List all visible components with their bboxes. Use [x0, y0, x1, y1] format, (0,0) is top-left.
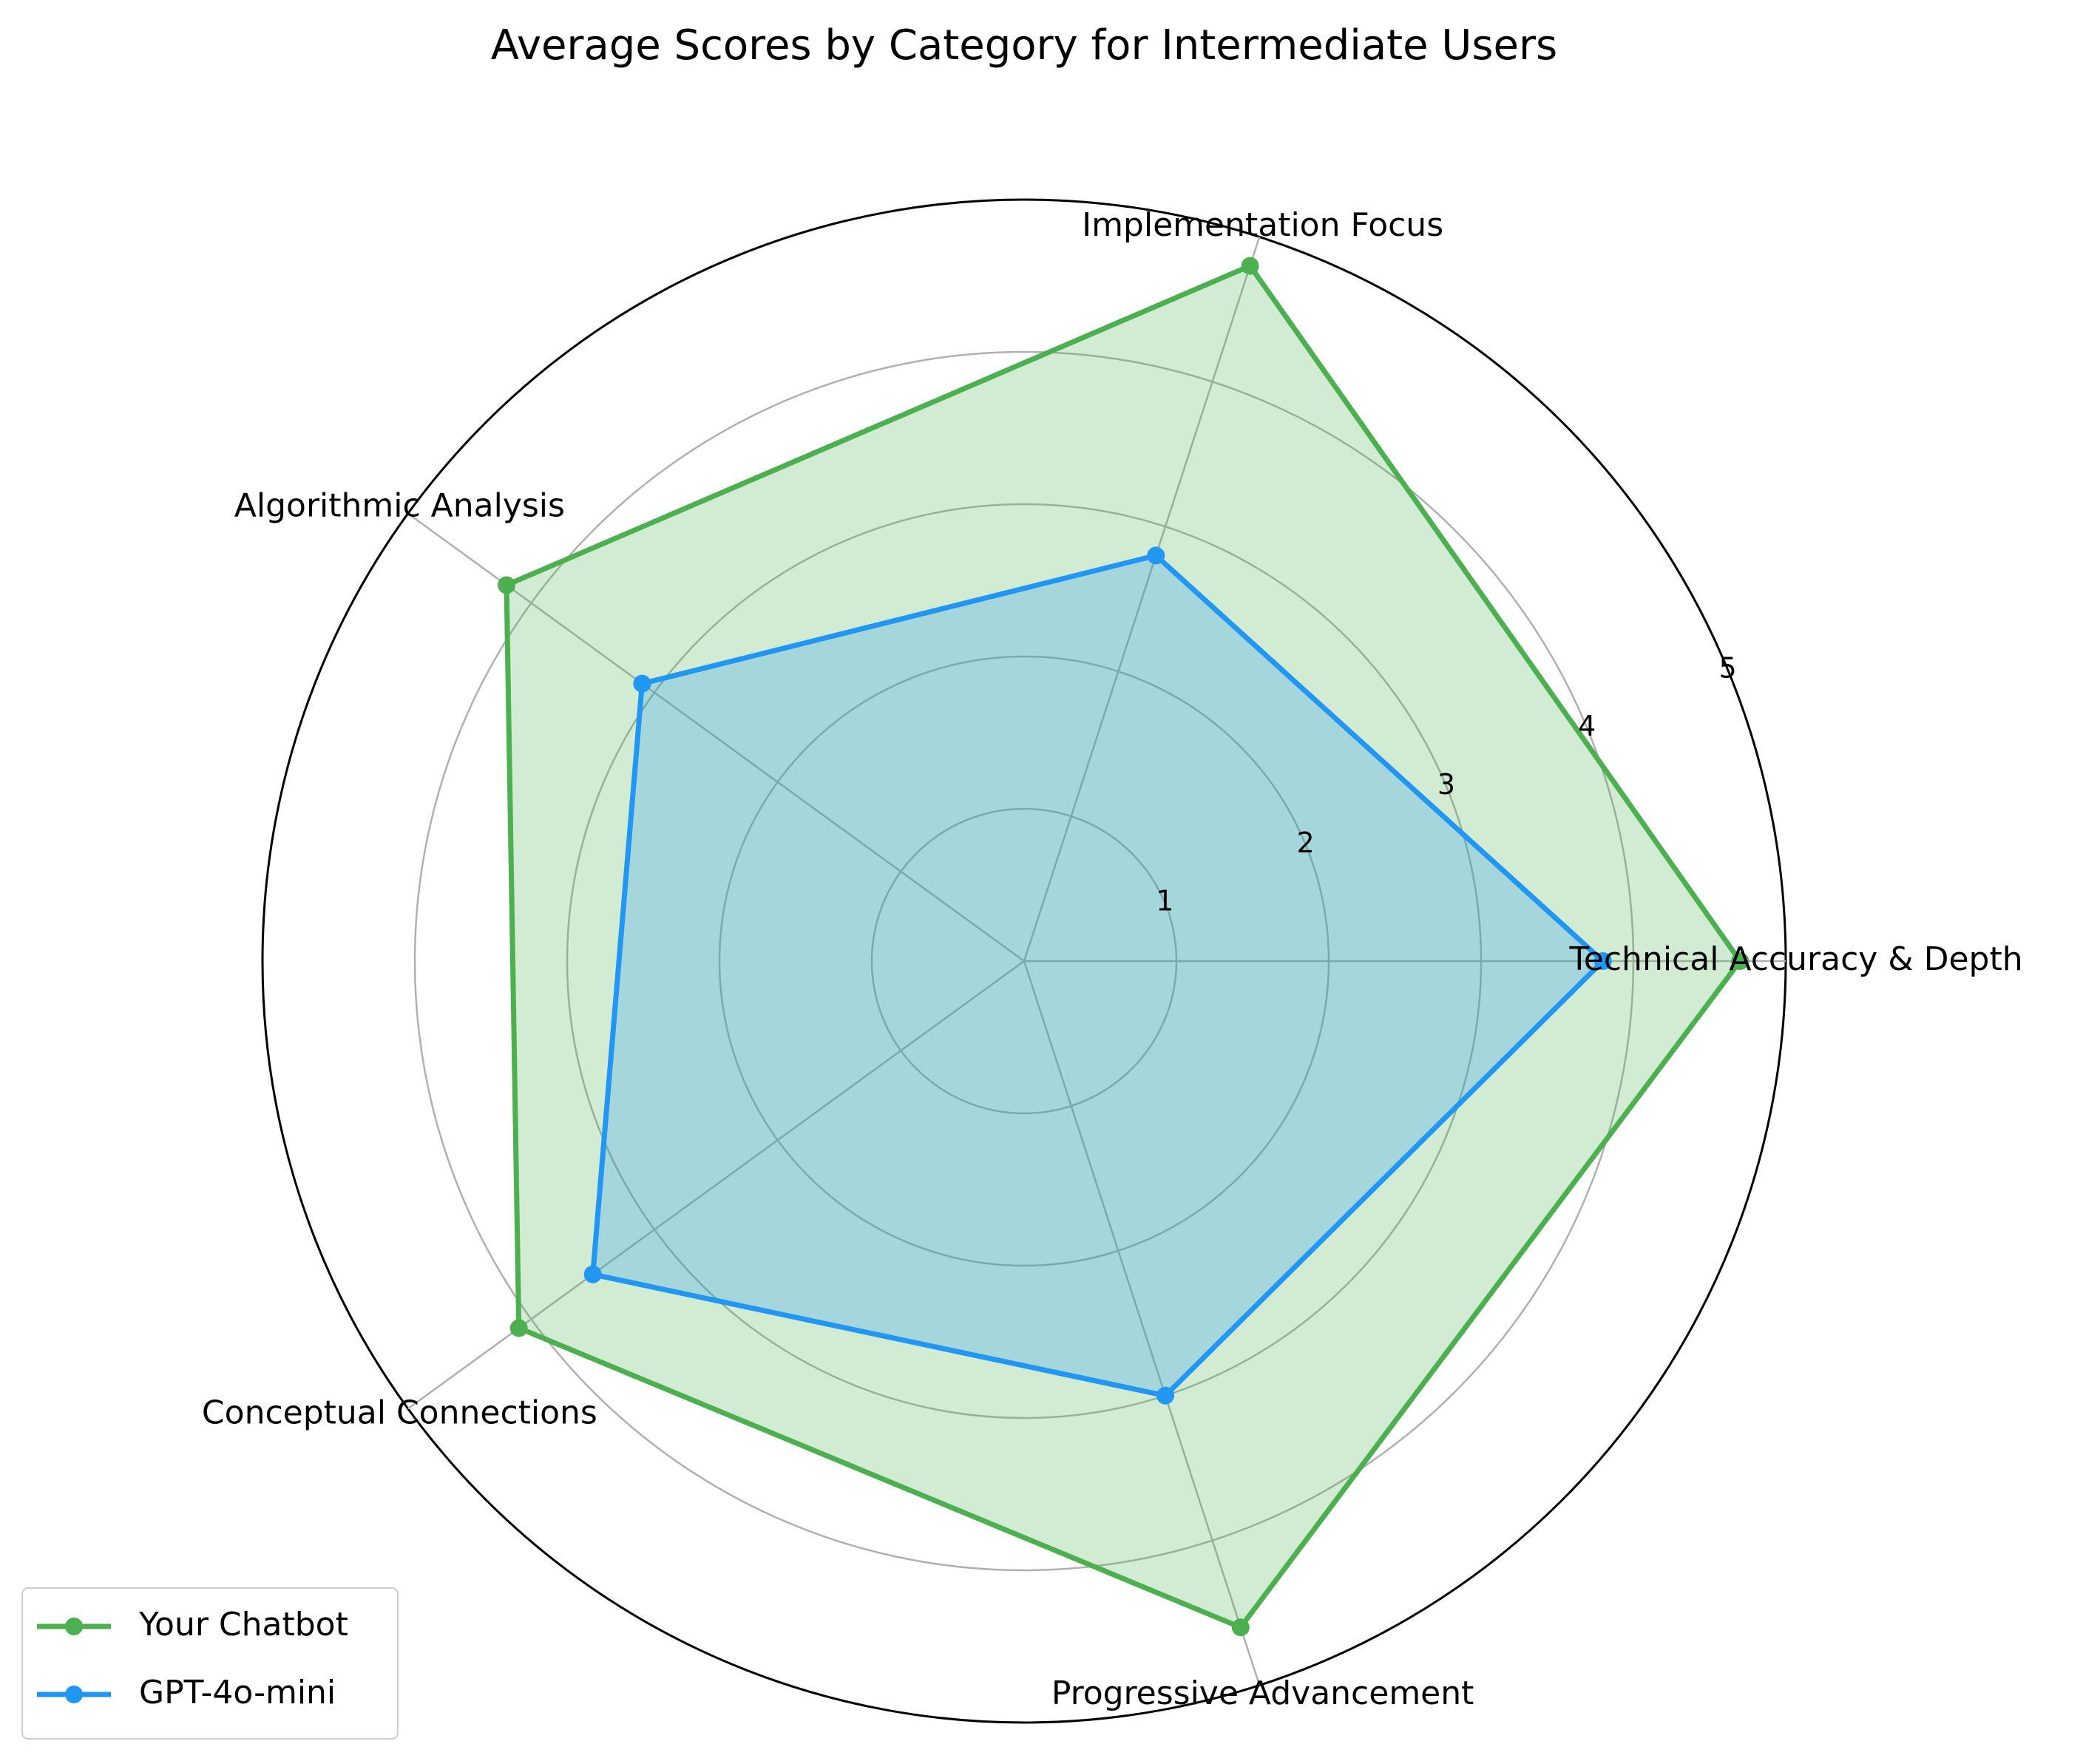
- data-point: [1593, 952, 1612, 970]
- data-point: [633, 674, 651, 693]
- data-point: [1156, 1386, 1174, 1405]
- category-label: Algorithmic Analysis: [234, 486, 565, 524]
- series-area: [507, 265, 1741, 1628]
- legend-box: [21, 1587, 399, 1740]
- legend-label: GPT-4o-mini: [139, 1674, 336, 1711]
- category-label: Technical Accuracy & Depth: [1568, 940, 2022, 978]
- category-label: Conceptual Connections: [202, 1394, 597, 1432]
- category-label: Implementation Focus: [1082, 206, 1443, 244]
- data-point: [509, 1319, 528, 1337]
- data-point: [1241, 257, 1259, 275]
- data-point: [1231, 1618, 1250, 1637]
- legend-swatch-marker: [65, 1686, 83, 1703]
- data-point: [498, 576, 516, 594]
- series-layer: [498, 257, 1750, 1637]
- tick-label: 2: [1297, 827, 1315, 859]
- data-point: [1731, 952, 1750, 970]
- series-line: [504, 263, 1743, 1630]
- data-point: [583, 1265, 602, 1283]
- series-area: [592, 555, 1603, 1396]
- grid-spoke: [1023, 237, 1261, 962]
- label-layer: 1 2 3 4 5 Technical Accuracy & Depth Implement…: [202, 206, 2023, 1712]
- legend: Your Chatbot GPT-4o-mini: [21, 1587, 399, 1740]
- legend-label: Your Chatbot: [138, 1606, 348, 1643]
- series-line: [590, 552, 1606, 1399]
- tick-label: 5: [1719, 651, 1737, 684]
- grid-spoke: [1023, 960, 1261, 1686]
- legend-swatch-marker: [65, 1618, 83, 1635]
- data-point: [1147, 546, 1165, 565]
- tick-label: 1: [1156, 885, 1173, 917]
- tick-label: 4: [1578, 710, 1596, 742]
- tick-label: 3: [1437, 768, 1455, 801]
- grid-spoke: [407, 960, 1025, 1410]
- chart-title: Average Scores by Category for Intermedi…: [491, 21, 1557, 69]
- grid: [261, 198, 1787, 1724]
- category-label: Progressive Advancement: [1051, 1675, 1474, 1712]
